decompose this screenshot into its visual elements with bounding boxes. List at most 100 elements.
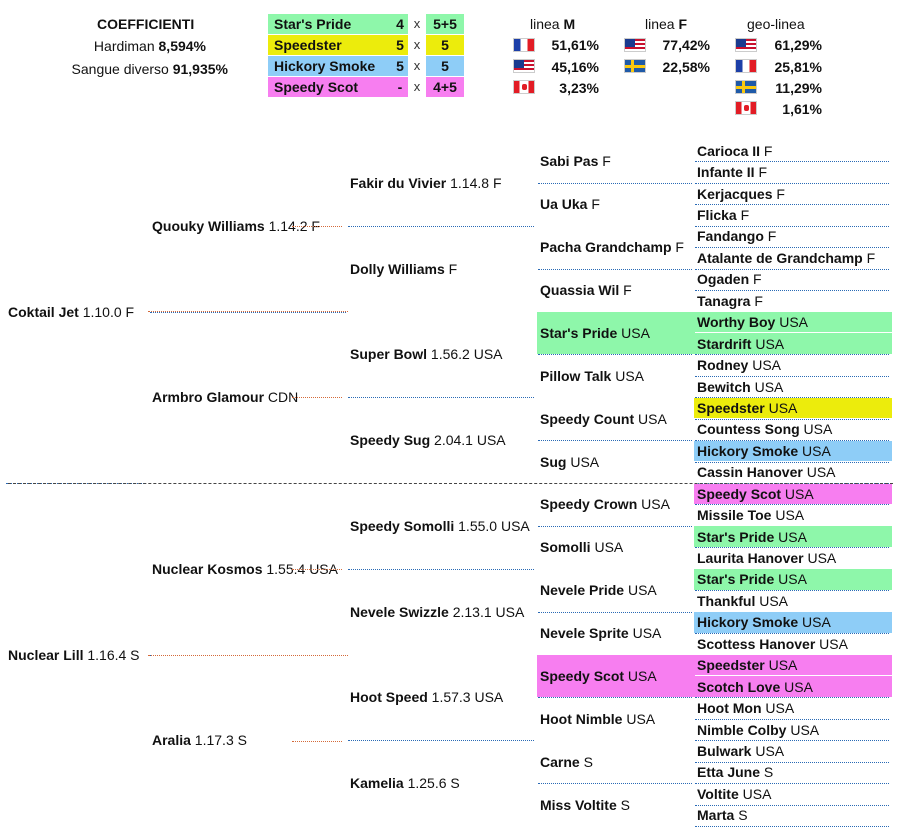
horse-info: USA	[802, 464, 836, 481]
pedigree-divider	[695, 547, 889, 549]
horse-info: USA	[799, 421, 833, 438]
canada-flag-icon	[735, 101, 757, 115]
pedigree-divider	[538, 397, 692, 398]
pedigree-horse-g4: Pacha Grandchamp F	[540, 236, 684, 258]
horse-info: USA	[624, 667, 657, 684]
pedigree-horse-g4: Speedy Crown USA	[540, 493, 670, 515]
horse-info: F	[772, 185, 785, 202]
pedigree-horse-g5: Thankful USA	[697, 590, 788, 612]
horse-info: F	[736, 207, 750, 224]
horse-name: Infante II	[697, 164, 755, 181]
horse-info: S	[760, 764, 774, 781]
horse-info: F	[444, 260, 458, 277]
pedigree-divider	[695, 504, 889, 506]
pedigree-divider	[695, 161, 889, 163]
horse-name: Star's Pride	[540, 324, 618, 341]
pedigree-horse-g5: Missile Toe USA	[697, 504, 804, 526]
inbreeding-cross: x	[413, 16, 421, 31]
pedigree-horse-g3: Super Bowl 1.56.2 USA	[350, 343, 503, 365]
pedigree-horse-g4: Miss Voltite S	[540, 794, 630, 816]
horse-name: Nevele Swizzle	[350, 603, 449, 620]
horse-info: 1.56.2 USA	[427, 346, 503, 363]
pedigree-divider	[538, 440, 692, 442]
linea-f-pct: 22,58%	[662, 59, 710, 75]
horse-info: USA	[566, 453, 600, 470]
highlight-band	[694, 397, 892, 419]
pedigree-divider	[695, 590, 889, 592]
horse-info: USA	[774, 571, 807, 588]
horse-name: Kamelia	[350, 775, 404, 792]
horse-name: Hickory Smoke	[697, 442, 799, 459]
horse-name: Coktail Jet	[8, 303, 79, 320]
horse-name: Scotch Love	[697, 678, 781, 695]
horse-info: 1.55.0 USA	[454, 517, 530, 534]
pedigree-horse-g4: Somolli USA	[540, 536, 623, 558]
horse-info: CDN	[264, 389, 299, 406]
sire-dam-separator	[8, 483, 893, 484]
horse-name: Rodney	[697, 357, 749, 374]
horse-info: USA	[781, 485, 814, 502]
horse-info: F	[754, 164, 768, 181]
highlight-band	[694, 312, 892, 333]
horse-name: Worthy Boy	[697, 314, 776, 331]
horse-name: Star's Pride	[697, 528, 775, 545]
pedigree-horse-g5: Ogaden F	[697, 268, 762, 290]
horse-name: Nuclear Lill	[8, 646, 84, 663]
inbreeding-name-stars-pride: Star's Pride	[268, 14, 392, 34]
horse-info: S	[616, 796, 630, 813]
pedigree-horse-g5: Atalante de Grandchamp F	[697, 247, 875, 269]
horse-info: USA	[764, 399, 798, 416]
geo-linea-pct: 61,29%	[774, 37, 822, 53]
pedigree-divider	[695, 633, 889, 635]
horse-name: Pillow Talk	[540, 367, 612, 384]
pedigree-divider	[695, 697, 889, 699]
pedigree-horse-g5: Kerjacques F	[697, 183, 785, 205]
linea-f-header: linea F	[645, 16, 687, 32]
pedigree-divider	[348, 740, 534, 742]
horse-info: 1.57.3 USA	[427, 689, 504, 706]
pedigree-divider	[538, 697, 692, 699]
pedigree-horse-g5: Speedy Scot USA	[697, 483, 814, 505]
horse-info: USA	[815, 635, 848, 652]
pedigree-horse-g2: Aralia 1.17.3 S	[152, 729, 247, 751]
inbreeding-dam-gen: 5	[426, 35, 464, 55]
hardiman-row: Hardiman 8,594%	[94, 38, 206, 54]
sweden-flag-icon	[735, 80, 757, 94]
sangue-label: Sangue diverso	[71, 61, 169, 77]
horse-info: F	[750, 292, 763, 309]
horse-name: Kerjacques	[697, 185, 773, 202]
pedigree-divider	[538, 525, 692, 527]
pedigree-horse-g4: Carne S	[540, 751, 593, 773]
horse-info: USA	[750, 378, 784, 395]
pedigree-horse-g5: Star's Pride USA	[697, 526, 807, 548]
linea-m-letter: M	[563, 16, 576, 32]
horse-info: USA	[780, 678, 813, 695]
horse-info: USA	[751, 335, 785, 352]
hardiman-label: Hardiman	[93, 38, 155, 54]
horse-name: Thankful	[697, 592, 756, 609]
horse-name: Voltite	[697, 785, 739, 802]
horse-name: Stardrift	[697, 335, 752, 352]
horse-name: Atalante de Grandchamp	[697, 249, 863, 266]
horse-info: USA	[748, 357, 782, 374]
horse-info: USA	[775, 314, 808, 331]
usa-flag-icon	[513, 59, 535, 73]
horse-name: Marta	[697, 807, 735, 824]
horse-info: F	[671, 239, 684, 256]
horse-name: Cassin Hanover	[697, 464, 803, 481]
pedigree-horse-g4: Speedy Count USA	[540, 408, 667, 430]
pedigree-divider	[538, 569, 692, 570]
horse-name: Quassia Wil	[540, 282, 620, 299]
horse-name: Nimble Colby	[697, 721, 787, 738]
highlight-band	[694, 526, 892, 547]
pedigree-horse-g3: Speedy Somolli 1.55.0 USA	[350, 515, 530, 537]
pedigree-horse-g1: Nuclear Lill 1.16.4 S	[8, 644, 140, 666]
pedigree-horse-g4: Ua Uka F	[540, 193, 600, 215]
linea-m-pct: 3,23%	[559, 80, 599, 96]
pedigree-horse-g5: Flicka F	[697, 204, 749, 226]
pedigree-divider	[538, 226, 692, 227]
pedigree-divider	[348, 312, 534, 313]
pedigree-divider	[695, 761, 889, 763]
horse-info: F	[862, 249, 876, 266]
pedigree-divider	[538, 740, 692, 741]
